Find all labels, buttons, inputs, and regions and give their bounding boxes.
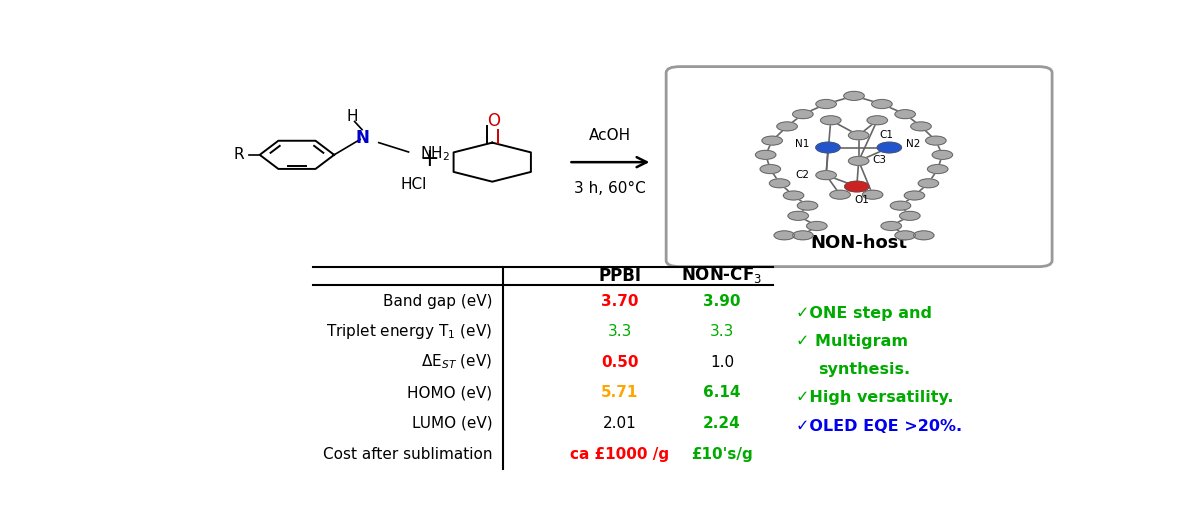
Text: NH$_2$: NH$_2$	[420, 145, 450, 163]
Text: 1.0: 1.0	[710, 355, 734, 370]
Text: synthesis.: synthesis.	[817, 362, 910, 376]
Circle shape	[821, 116, 841, 125]
Text: HOMO (eV): HOMO (eV)	[407, 385, 492, 400]
Circle shape	[913, 231, 934, 240]
Text: O1: O1	[854, 195, 869, 205]
Text: +: +	[419, 147, 439, 171]
Text: HCl: HCl	[400, 177, 426, 192]
Text: 3.3: 3.3	[607, 324, 632, 339]
Text: 2.01: 2.01	[602, 416, 636, 431]
Circle shape	[784, 191, 804, 200]
Text: R: R	[233, 147, 244, 162]
Text: H: H	[347, 109, 359, 124]
Circle shape	[845, 181, 869, 192]
Text: ✓OLED EQE >20%.: ✓OLED EQE >20%.	[797, 419, 962, 433]
Circle shape	[918, 179, 938, 188]
Text: 3.90: 3.90	[703, 294, 740, 309]
Text: C3: C3	[872, 155, 887, 165]
Circle shape	[756, 150, 776, 159]
Text: 3.70: 3.70	[601, 294, 638, 309]
Text: NON-CF$_3$: NON-CF$_3$	[682, 265, 762, 285]
Circle shape	[816, 100, 836, 108]
Text: 3.3: 3.3	[709, 324, 734, 339]
Circle shape	[844, 91, 864, 100]
Circle shape	[932, 150, 953, 159]
Text: ✓ Multigram: ✓ Multigram	[797, 334, 908, 350]
Text: C1: C1	[880, 130, 893, 140]
Circle shape	[895, 231, 916, 240]
Text: £10's/g: £10's/g	[691, 447, 752, 462]
Text: Triplet energy T$_1$ (eV): Triplet energy T$_1$ (eV)	[326, 322, 492, 341]
Circle shape	[760, 165, 780, 174]
Text: 0.50: 0.50	[601, 355, 638, 370]
Circle shape	[900, 211, 920, 220]
Text: Band gap (eV): Band gap (eV)	[383, 294, 492, 309]
Circle shape	[868, 116, 888, 125]
Circle shape	[848, 156, 869, 165]
Circle shape	[788, 211, 809, 220]
Text: C2: C2	[796, 170, 809, 180]
Circle shape	[793, 110, 814, 119]
Circle shape	[793, 231, 814, 240]
Text: ✓High versatility.: ✓High versatility.	[797, 390, 954, 405]
Circle shape	[863, 190, 883, 199]
Circle shape	[881, 222, 901, 230]
Circle shape	[830, 190, 851, 199]
Text: LUMO (eV): LUMO (eV)	[412, 416, 492, 431]
Text: ca £1000 /g: ca £1000 /g	[570, 447, 670, 462]
Circle shape	[848, 131, 869, 140]
Circle shape	[776, 122, 797, 131]
Circle shape	[816, 142, 840, 153]
Circle shape	[890, 201, 911, 210]
Circle shape	[806, 222, 827, 230]
Circle shape	[925, 136, 946, 145]
FancyBboxPatch shape	[666, 67, 1052, 267]
Text: $\Delta$E$_{ST}$ (eV): $\Delta$E$_{ST}$ (eV)	[421, 353, 492, 371]
Text: AcOH: AcOH	[589, 128, 631, 143]
Circle shape	[871, 100, 892, 108]
Text: N: N	[355, 129, 368, 147]
Text: N2: N2	[906, 139, 920, 149]
Circle shape	[774, 231, 794, 240]
Text: 3 h, 60°C: 3 h, 60°C	[575, 181, 647, 196]
Circle shape	[905, 191, 925, 200]
Text: PPBI: PPBI	[598, 267, 641, 285]
Circle shape	[816, 171, 836, 180]
Text: O: O	[487, 112, 499, 130]
Text: 5.71: 5.71	[601, 385, 638, 400]
Circle shape	[928, 165, 948, 174]
Text: ✓ONE step and: ✓ONE step and	[797, 306, 932, 321]
Circle shape	[762, 136, 782, 145]
Circle shape	[877, 142, 901, 153]
Circle shape	[895, 110, 916, 119]
Text: N1: N1	[794, 139, 809, 149]
Circle shape	[911, 122, 931, 131]
Text: 2.24: 2.24	[703, 416, 740, 431]
Text: NON-host: NON-host	[811, 234, 907, 252]
Circle shape	[769, 179, 790, 188]
Text: 6.14: 6.14	[703, 385, 740, 400]
Circle shape	[797, 201, 817, 210]
Text: Cost after sublimation: Cost after sublimation	[323, 447, 492, 462]
